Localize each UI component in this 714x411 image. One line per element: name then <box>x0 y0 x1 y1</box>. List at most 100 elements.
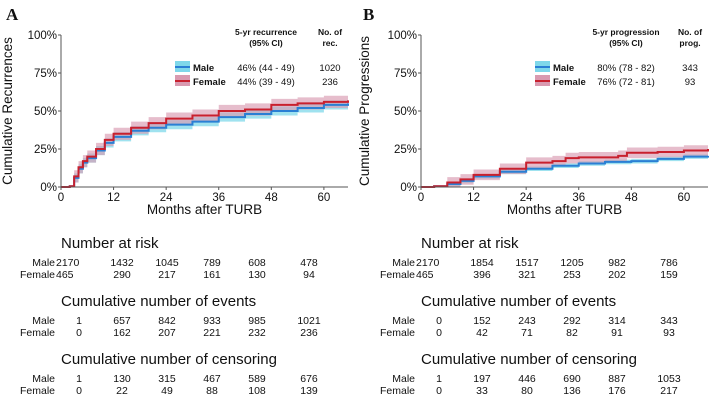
table-cell: 0 <box>436 385 442 397</box>
table-cell: 292 <box>563 315 581 327</box>
legend-estimate: 44% (39 - 49) <box>237 77 295 88</box>
table-cell: 221 <box>203 327 221 339</box>
y-tick-label: 50% <box>34 106 57 118</box>
y-tick-label: 25% <box>34 144 57 156</box>
table-row-label: Female <box>380 327 415 339</box>
x-tick-label: 36 <box>212 192 225 204</box>
table-title: Cumulative number of events <box>421 293 616 310</box>
table-cell: 136 <box>563 385 581 397</box>
table-cell: 478 <box>300 257 318 269</box>
y-tick-label: 0% <box>400 182 417 194</box>
table-cell: 152 <box>473 315 491 327</box>
legend-header: 5-yr recurrence <box>235 27 297 37</box>
table-cell: 2170 <box>416 257 440 269</box>
table-cell: 33 <box>476 385 488 397</box>
legend-header: 5-yr progression <box>592 27 659 37</box>
y-tick-label: 50% <box>394 106 417 118</box>
y-tick-label: 75% <box>34 68 57 80</box>
table-cell: 1432 <box>110 257 134 269</box>
table-cell: 82 <box>566 327 578 339</box>
table-cell: 22 <box>116 385 128 397</box>
x-tick-label: 36 <box>572 192 585 204</box>
table-cell: 217 <box>660 385 678 397</box>
table-cell: 42 <box>476 327 488 339</box>
x-tick-label: 48 <box>625 192 638 204</box>
table-cell: 161 <box>203 269 221 281</box>
x-tick-label: 60 <box>318 192 331 204</box>
legend-series-name: Female <box>193 77 226 88</box>
table-cell: 91 <box>611 327 623 339</box>
y-tick-label: 100% <box>388 30 417 42</box>
legend-count: 236 <box>322 77 338 88</box>
legend-estimate: 76% (72 - 81) <box>597 77 655 88</box>
table-cell: 887 <box>608 373 626 385</box>
table-cell: 162 <box>113 327 131 339</box>
table-cell: 232 <box>248 327 266 339</box>
table-cell: 589 <box>248 373 266 385</box>
table-cell: 1021 <box>297 315 321 327</box>
table-cell: 217 <box>158 269 176 281</box>
x-axis-label: Months after TURB <box>147 202 262 217</box>
table-row-label: Male <box>32 373 55 385</box>
table-cell: 467 <box>203 373 221 385</box>
legend-header: (95% CI) <box>609 38 643 48</box>
table-title: Cumulative number of censoring <box>421 351 637 368</box>
table-cell: 1517 <box>515 257 539 269</box>
table-row-label: Female <box>20 385 55 397</box>
x-axis-label: Months after TURB <box>507 202 622 217</box>
y-axis-label: Cumulative Progressions <box>357 36 372 186</box>
table-cell: 676 <box>300 373 318 385</box>
series-line-female <box>421 149 709 188</box>
legend-estimate: 46% (44 - 49) <box>237 63 295 74</box>
y-tick-label: 100% <box>28 30 57 42</box>
legend-series-name: Male <box>193 63 214 74</box>
table-cell: 789 <box>203 257 221 269</box>
table-cell: 842 <box>158 315 176 327</box>
table-cell: 446 <box>518 373 536 385</box>
table-row-label: Male <box>32 315 55 327</box>
table-cell: 315 <box>158 373 176 385</box>
table-cell: 0 <box>436 315 442 327</box>
table-cell: 93 <box>663 327 675 339</box>
table-cell: 159 <box>660 269 678 281</box>
table-cell: 321 <box>518 269 536 281</box>
table-title: Cumulative number of censoring <box>61 351 277 368</box>
legend-count-header: No. of <box>678 27 702 37</box>
table-cell: 985 <box>248 315 266 327</box>
table-cell: 343 <box>660 315 678 327</box>
legend-count-header: prog. <box>679 38 700 48</box>
table-cell: 139 <box>300 385 318 397</box>
series-line-female <box>61 100 349 188</box>
x-tick-label: 24 <box>160 192 173 204</box>
table-cell: 1045 <box>155 257 179 269</box>
table-cell: 80 <box>521 385 533 397</box>
x-tick-label: 24 <box>520 192 533 204</box>
legend-series-name: Male <box>553 63 574 74</box>
table-cell: 130 <box>248 269 266 281</box>
table-cell: 608 <box>248 257 266 269</box>
table-row-label: Female <box>380 269 415 281</box>
table-cell: 49 <box>161 385 173 397</box>
panel-label: B <box>363 5 374 24</box>
table-cell: 786 <box>660 257 678 269</box>
table-cell: 933 <box>203 315 221 327</box>
table-cell: 0 <box>76 327 82 339</box>
table-cell: 207 <box>158 327 176 339</box>
legend-estimate: 80% (78 - 82) <box>597 63 655 74</box>
table-row-label: Male <box>392 315 415 327</box>
table-cell: 1 <box>436 373 442 385</box>
table-cell: 108 <box>248 385 266 397</box>
table-title: Number at risk <box>421 235 519 252</box>
table-cell: 314 <box>608 315 626 327</box>
table-cell: 197 <box>473 373 491 385</box>
table-cell: 1 <box>76 315 82 327</box>
table-cell: 88 <box>206 385 218 397</box>
y-tick-label: 0% <box>40 182 57 194</box>
legend-count: 343 <box>682 63 698 74</box>
table-cell: 465 <box>56 269 74 281</box>
y-tick-label: 25% <box>394 144 417 156</box>
y-axis-label: Cumulative Recurrences <box>0 37 15 185</box>
legend-count: 1020 <box>319 63 340 74</box>
table-cell: 982 <box>608 257 626 269</box>
table-cell: 71 <box>521 327 533 339</box>
